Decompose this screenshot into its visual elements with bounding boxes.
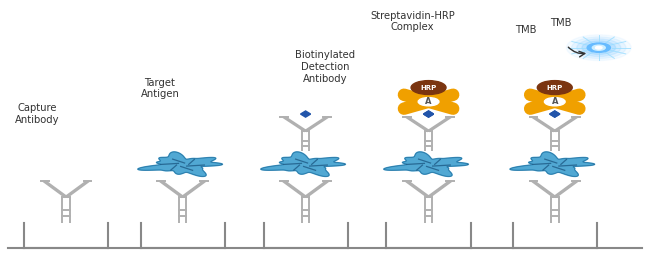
Text: HRP: HRP: [421, 84, 437, 90]
Circle shape: [545, 98, 565, 106]
Circle shape: [418, 98, 439, 106]
Text: HRP: HRP: [547, 84, 563, 90]
Text: Streptavidin-HRP
Complex: Streptavidin-HRP Complex: [370, 11, 455, 32]
Circle shape: [411, 81, 446, 94]
Polygon shape: [550, 111, 560, 117]
Polygon shape: [510, 152, 595, 177]
Text: TMB: TMB: [551, 18, 572, 28]
Polygon shape: [300, 111, 311, 117]
Circle shape: [577, 39, 621, 56]
Circle shape: [592, 45, 605, 50]
Circle shape: [587, 43, 610, 52]
Polygon shape: [550, 111, 560, 117]
Text: A: A: [425, 97, 432, 106]
Circle shape: [571, 37, 626, 58]
Text: Target
Antigen: Target Antigen: [140, 77, 179, 99]
Circle shape: [582, 41, 616, 54]
Circle shape: [538, 81, 572, 94]
Text: Biotinylated
Detection
Antibody: Biotinylated Detection Antibody: [295, 50, 355, 84]
Text: TMB: TMB: [515, 25, 536, 35]
Circle shape: [595, 46, 602, 49]
Polygon shape: [384, 152, 469, 177]
Polygon shape: [424, 111, 434, 117]
Polygon shape: [424, 111, 434, 117]
Text: Capture
Antibody: Capture Antibody: [15, 103, 59, 125]
Circle shape: [566, 35, 631, 61]
Polygon shape: [138, 152, 222, 177]
Text: A: A: [551, 97, 558, 106]
Polygon shape: [261, 152, 345, 177]
